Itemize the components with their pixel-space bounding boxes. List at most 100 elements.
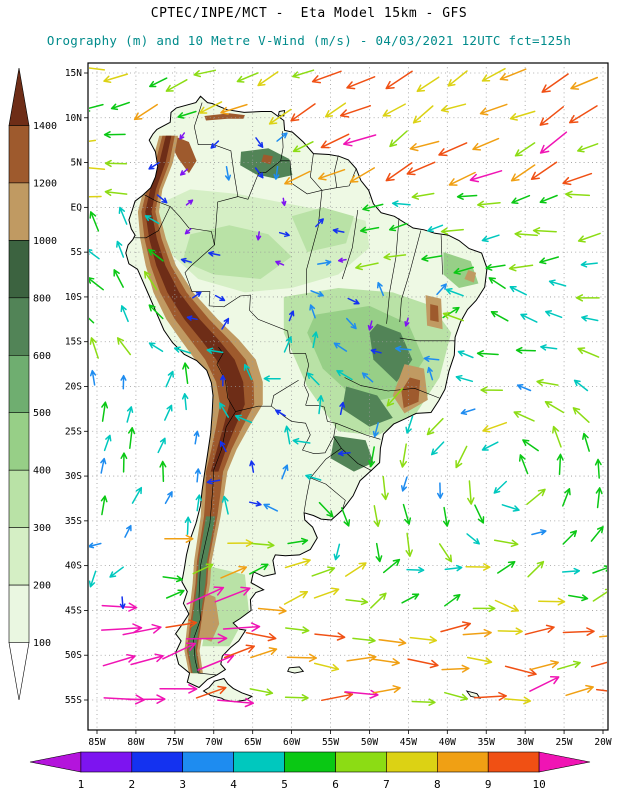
- wind-arrow: [411, 698, 436, 706]
- wind-arrow: [382, 558, 401, 574]
- lat-tick-label: 5N: [71, 158, 83, 169]
- page-title: CPTEC/INPE/MCT - Eta Model 15km - GFS: [150, 6, 468, 21]
- wind-arrow: [497, 561, 516, 574]
- wind-arrow: [367, 320, 374, 331]
- wind-arrow: [165, 79, 188, 92]
- wind-arrow: [577, 347, 600, 358]
- wind-arrow: [313, 587, 340, 599]
- political-border: [144, 194, 215, 246]
- lat-tick-label: 25S: [65, 426, 82, 437]
- orography-colorbar-label: 800: [33, 293, 51, 304]
- wind-arrow: [539, 131, 568, 154]
- wind-arrow: [284, 558, 311, 569]
- wind-arrow: [485, 263, 506, 271]
- wind-arrow: [100, 623, 143, 634]
- wind-arrow: [126, 406, 134, 423]
- wind-arrow: [511, 194, 531, 205]
- wind-colorbar-label: 7: [383, 778, 390, 791]
- wind-arrow: [333, 543, 341, 561]
- wind-arrow: [148, 304, 164, 320]
- wind-arrow: [531, 529, 547, 536]
- wind-arrow: [314, 632, 346, 641]
- wind-colorbar-label: 3: [179, 778, 186, 791]
- wind-arrow: [162, 642, 196, 660]
- wind-arrow: [482, 421, 508, 433]
- wind-arrow: [522, 439, 539, 452]
- wind-arrow: [223, 644, 255, 659]
- wind-arrow: [472, 137, 500, 151]
- orography-colorbar-label: 1200: [33, 178, 57, 189]
- wind-arrow: [320, 133, 350, 149]
- wind-arrow: [529, 676, 560, 692]
- wind-arrow: [499, 68, 527, 81]
- orography-colorbar-arrow-bottom: [8, 642, 30, 701]
- wind-arrow: [186, 315, 198, 321]
- wind-arrow: [481, 234, 500, 243]
- wind-arrow: [536, 378, 559, 387]
- political-border: [344, 377, 440, 399]
- wind-arrow: [127, 694, 166, 704]
- wind-colorbar-segment: [487, 751, 540, 773]
- wind-arrow: [481, 67, 506, 82]
- political-border: [399, 337, 456, 342]
- wind-arrow: [515, 346, 537, 354]
- wind-arrow: [580, 261, 598, 268]
- orography-colorbar-label: 1400: [33, 121, 57, 132]
- wind-arrow: [118, 206, 128, 225]
- wind-arrow: [497, 627, 523, 636]
- wind-arrow: [120, 374, 127, 390]
- wind-arrow: [368, 446, 376, 468]
- wind-arrow: [245, 631, 277, 642]
- wind-arrow: [541, 73, 569, 93]
- wind-arrow: [520, 313, 538, 323]
- wind-colorbar-label: 2: [128, 778, 135, 791]
- political-border: [335, 422, 381, 440]
- wind-arrow: [477, 200, 501, 209]
- wind-arrow: [466, 533, 480, 545]
- wind-arrow: [494, 599, 520, 612]
- wind-arrow: [333, 342, 348, 352]
- wind-arrow: [565, 684, 594, 697]
- wind-arrow: [101, 602, 138, 612]
- wind-arrow: [480, 386, 504, 394]
- wind-arrow: [249, 460, 255, 473]
- wind-colorbar-segment: [182, 751, 234, 773]
- wind-arrow: [448, 171, 476, 186]
- wind-arrow: [337, 450, 351, 457]
- wind-colorbar-arrow-right: [538, 751, 591, 773]
- wind-arrow: [184, 228, 192, 235]
- wind-arrow: [493, 539, 519, 548]
- political-border: [310, 477, 346, 511]
- wind-arrow: [103, 434, 112, 452]
- wind-colorbar-segment: [131, 751, 184, 773]
- wind-arrow: [222, 622, 261, 632]
- lon-tick-label: 40W: [439, 737, 456, 748]
- wind-arrow: [508, 263, 534, 272]
- wind-arrow: [103, 73, 129, 84]
- wind-arrow: [195, 685, 227, 699]
- wind-arrow: [89, 337, 99, 359]
- wind-arrow: [400, 476, 408, 492]
- wind-arrow: [401, 593, 420, 604]
- wind-arrow: [562, 488, 571, 507]
- wind-arrow: [409, 635, 438, 644]
- wind-arrow: [255, 231, 262, 241]
- wind-arrow: [460, 408, 476, 415]
- wind-colorbar-segment: [233, 751, 285, 773]
- wind-arrow: [275, 260, 285, 266]
- wind-arrow: [518, 454, 529, 475]
- wind-arrow: [590, 526, 604, 542]
- wind-arrow: [570, 76, 599, 90]
- wind-arrow: [104, 188, 128, 197]
- wind-arrow: [116, 240, 125, 258]
- wind-arrow: [370, 592, 387, 609]
- wind-arrow: [343, 134, 377, 147]
- lat-tick-label: 15N: [65, 68, 82, 79]
- wind-arrow: [539, 106, 565, 126]
- wind-arrow: [346, 317, 357, 330]
- wind-arrow: [164, 491, 173, 505]
- wind-arrow: [113, 269, 124, 288]
- wind-arrow: [575, 294, 600, 302]
- wind-arrow: [257, 606, 287, 615]
